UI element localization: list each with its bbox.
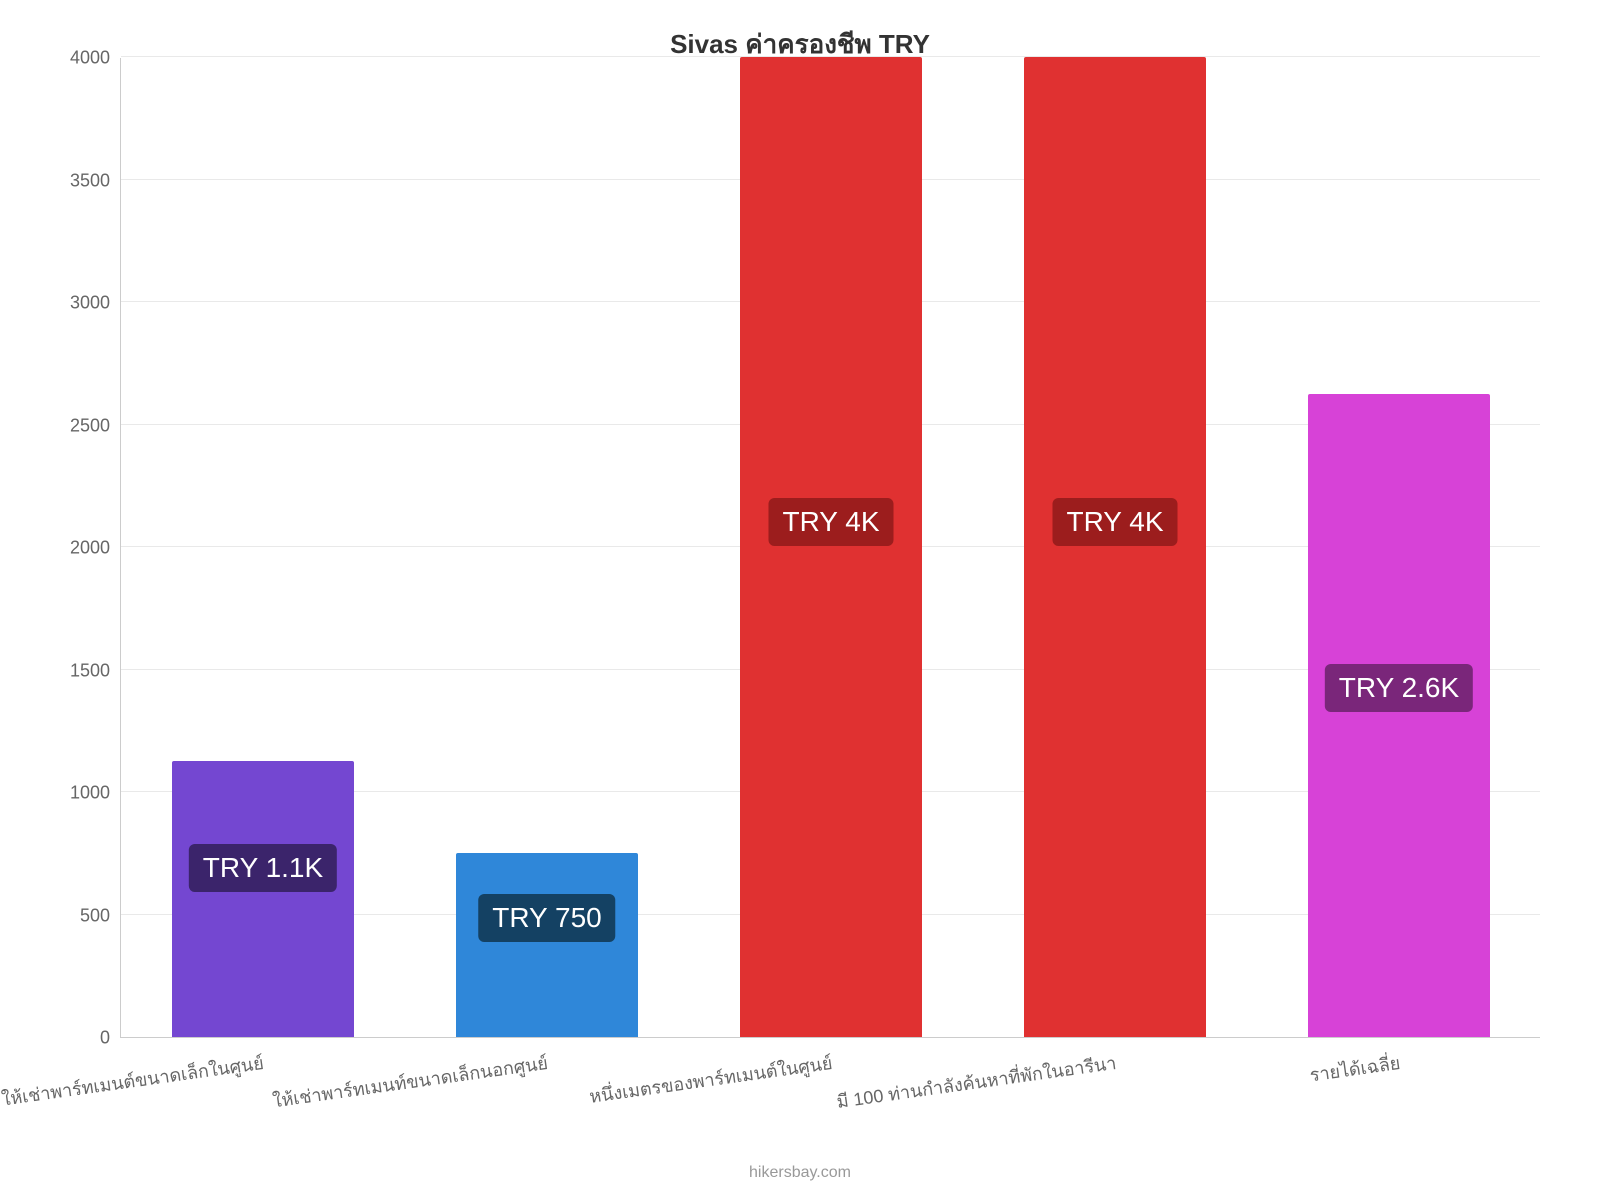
bar-slot: TRY 2.6K <box>1257 57 1541 1037</box>
attribution-text: hikersbay.com <box>0 1164 1600 1182</box>
x-label-1: ให้เช่าพาร์ทเมนท์ขนาดเล็กนอกศูนย์ <box>271 1048 550 1115</box>
bar-1: TRY 750 <box>456 853 638 1037</box>
value-badge-4: TRY 2.6K <box>1325 664 1473 712</box>
bar-slot: TRY 750 <box>405 57 689 1037</box>
bars-group: TRY 1.1K TRY 750 TRY 4K TRY 4K <box>121 58 1540 1037</box>
value-badge-1: TRY 750 <box>478 894 615 942</box>
value-badge-3: TRY 4K <box>1052 498 1177 546</box>
y-tick-2: 1000 <box>10 783 110 804</box>
bar-4: TRY 2.6K <box>1308 394 1490 1037</box>
y-tick-7: 3500 <box>10 170 110 191</box>
bar-slot: TRY 4K <box>689 57 973 1037</box>
bar-slot: TRY 1.1K <box>121 57 405 1037</box>
y-tick-4: 2000 <box>10 538 110 559</box>
x-label-3: มี 100 ท่านกำลังค้นหาที่พักในอารีนา <box>835 1048 1118 1116</box>
bar-0: TRY 1.1K <box>172 761 354 1037</box>
bar-3: TRY 4K <box>1024 57 1206 1037</box>
y-tick-5: 2500 <box>10 415 110 436</box>
bar-2: TRY 4K <box>740 57 922 1037</box>
x-label-2: หนึ่งเมตรของพาร์ทเมนต์ในศูนย์ <box>587 1048 834 1111</box>
value-badge-2: TRY 4K <box>768 498 893 546</box>
y-tick-6: 3000 <box>10 293 110 314</box>
y-tick-3: 1500 <box>10 660 110 681</box>
plot-area: TRY 1.1K TRY 750 TRY 4K TRY 4K <box>120 58 1540 1038</box>
y-tick-1: 500 <box>10 905 110 926</box>
x-label-4: รายได้เฉลี่ย <box>1308 1048 1402 1089</box>
bar-slot: TRY 4K <box>973 57 1257 1037</box>
value-badge-0: TRY 1.1K <box>189 844 337 892</box>
chart-container: Sivas ค่าครองชีพ TRY 0 500 1000 1500 200… <box>0 0 1600 1200</box>
x-label-0: ให้เช่าพาร์ทเมนต์ขนาดเล็กในศูนย์ <box>0 1048 266 1114</box>
y-tick-8: 4000 <box>10 48 110 69</box>
y-tick-0: 0 <box>10 1028 110 1049</box>
x-axis-labels: ให้เช่าพาร์ทเมนต์ขนาดเล็กในศูนย์ ให้เช่า… <box>120 1042 1540 1152</box>
